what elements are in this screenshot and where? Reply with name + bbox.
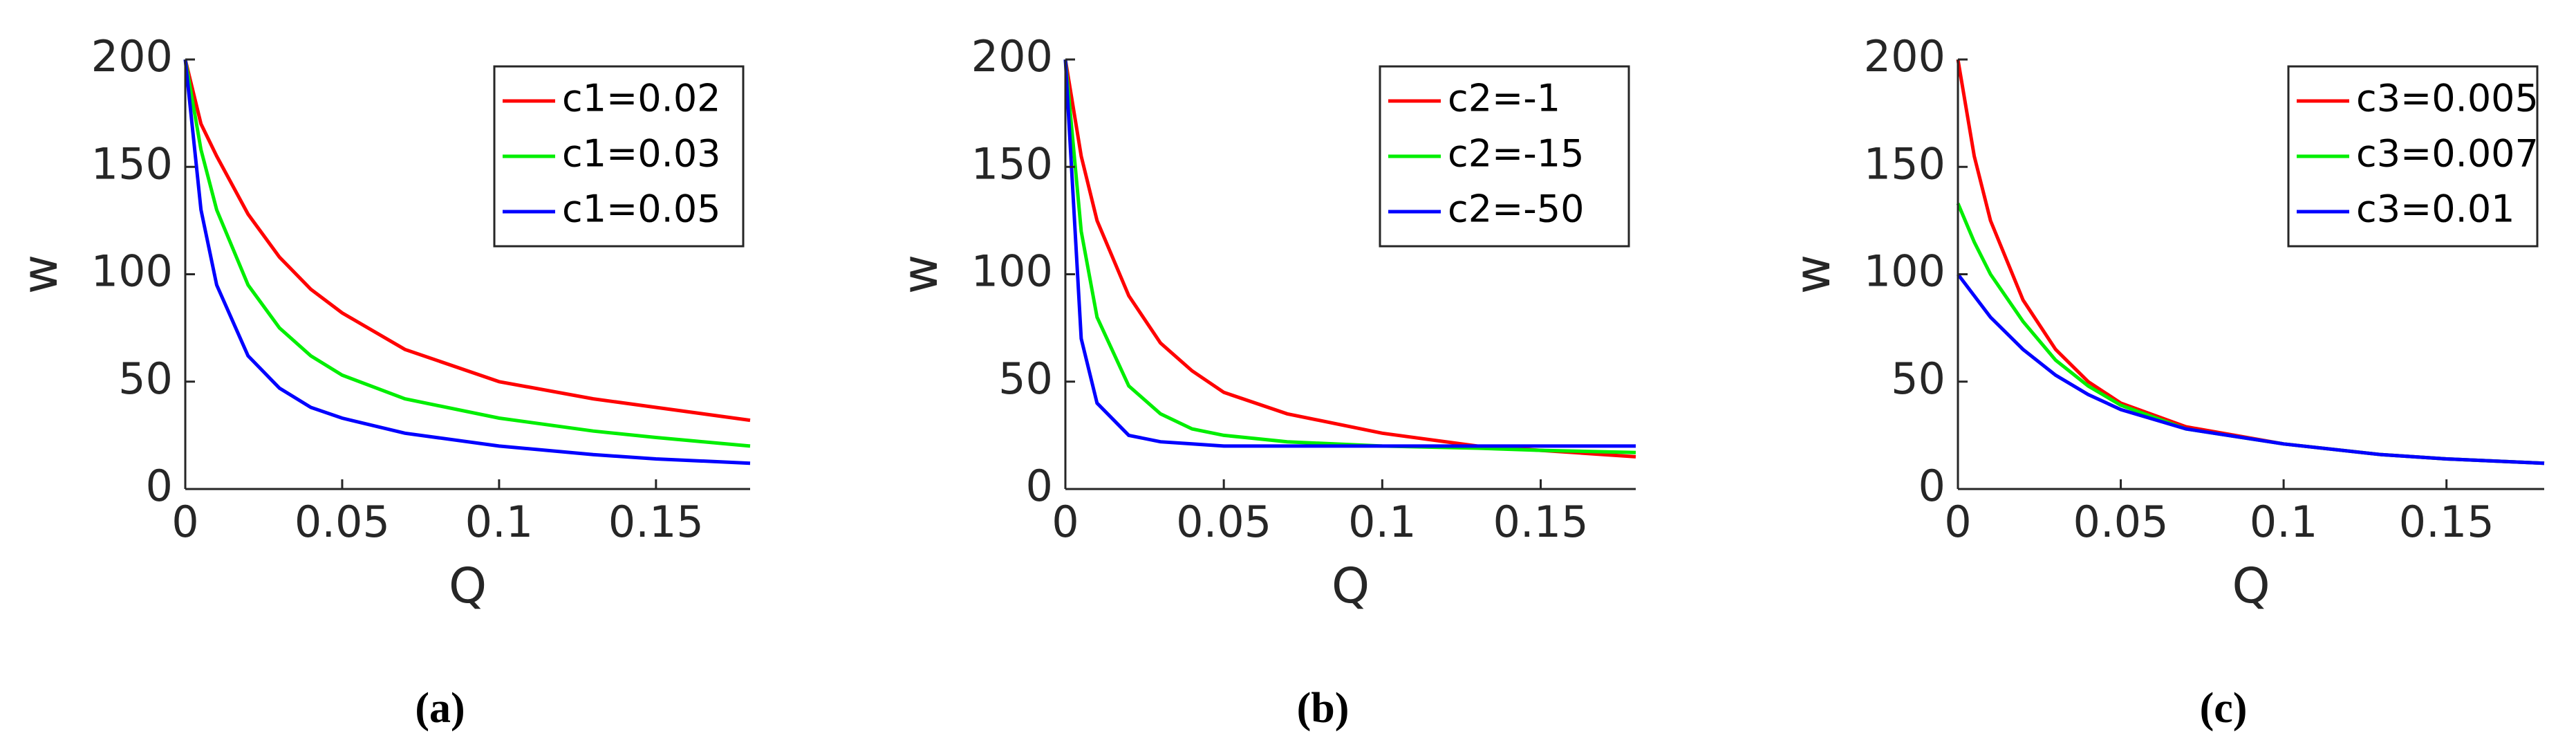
x-tick-label: 0.05 [1176, 497, 1271, 547]
y-axis-label: w [1784, 255, 1841, 294]
x-tick-label: 0.05 [2073, 497, 2169, 547]
legend-label: c1=0.03 [562, 132, 721, 176]
y-tick-label: 150 [91, 138, 173, 189]
y-tick-label: 50 [998, 353, 1053, 404]
y-axis-label: w [12, 255, 68, 294]
x-axis-label: Q [1332, 557, 1370, 614]
x-tick-label: 0 [1052, 497, 1079, 547]
legend-label: c3=0.007 [2356, 132, 2539, 176]
caption: (b) [1297, 685, 1350, 732]
y-tick-label: 150 [971, 138, 1053, 189]
x-tick-label: 0 [1944, 497, 1971, 547]
legend-label: c3=0.005 [2356, 77, 2539, 120]
legend-label: c3=0.01 [2356, 187, 2515, 231]
x-tick-label: 0.1 [2250, 497, 2318, 547]
legend-label: c2=-15 [1448, 132, 1585, 176]
x-axis-label: Q [2232, 557, 2270, 614]
series-line [183, 59, 751, 448]
y-tick-label: 0 [1919, 461, 1945, 511]
series-line [183, 59, 751, 465]
caption: (c) [2200, 685, 2248, 732]
caption: (a) [415, 685, 465, 732]
y-tick-label: 0 [1026, 461, 1053, 511]
x-tick-label: 0.05 [295, 497, 390, 547]
series-line [183, 59, 751, 423]
x-tick-label: 0 [171, 497, 198, 547]
y-tick-label: 150 [1864, 138, 1945, 189]
x-tick-label: 0.1 [1348, 497, 1417, 547]
y-tick-label: 50 [1891, 353, 1945, 404]
y-tick-label: 100 [971, 246, 1053, 297]
legend-label: c1=0.05 [562, 187, 721, 231]
x-axis-label: Q [449, 557, 487, 614]
y-tick-label: 50 [118, 353, 173, 404]
y-tick-label: 200 [971, 31, 1053, 82]
series-line [1063, 59, 1636, 454]
series-line [1063, 59, 1636, 448]
y-tick-label: 0 [146, 461, 173, 511]
x-tick-label: 0.15 [1493, 497, 1588, 547]
legend-label: c2=-50 [1448, 187, 1585, 231]
series-line [1957, 273, 2545, 465]
y-tick-label: 100 [1864, 246, 1945, 297]
y-tick-label: 200 [91, 31, 173, 82]
x-tick-label: 0.15 [608, 497, 704, 547]
x-tick-label: 0.1 [465, 497, 534, 547]
y-tick-label: 100 [91, 246, 173, 297]
y-axis-label: w [892, 255, 949, 294]
legend-label: c1=0.02 [562, 77, 721, 120]
x-tick-label: 0.15 [2399, 497, 2494, 547]
legend-box [1379, 65, 1630, 248]
legend-label: c2=-1 [1448, 77, 1560, 120]
y-tick-label: 200 [1864, 31, 1945, 82]
